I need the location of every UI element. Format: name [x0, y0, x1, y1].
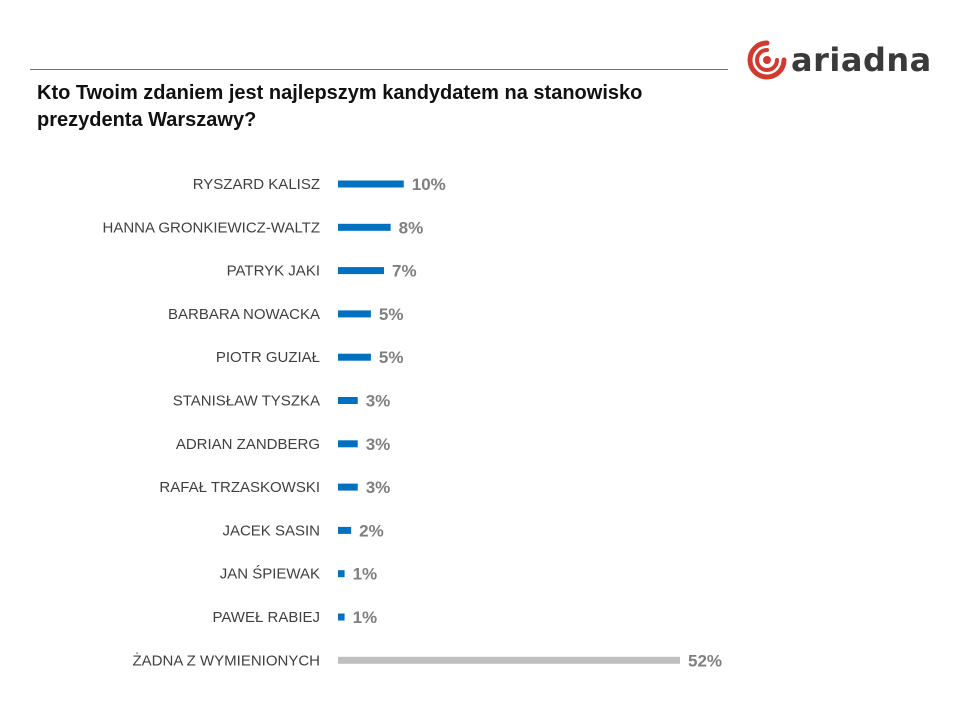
bar	[338, 613, 345, 621]
bar	[338, 483, 358, 491]
value-label: 5%	[379, 348, 404, 367]
bar	[338, 440, 358, 448]
bar	[338, 180, 404, 188]
category-label: RAFAŁ TRZASKOWSKI	[159, 479, 320, 496]
value-label: 10%	[412, 175, 446, 194]
brand-logo: ariadna	[747, 38, 932, 82]
value-label: 7%	[392, 262, 417, 281]
brand-name: ariadna	[791, 41, 932, 79]
bar	[338, 526, 352, 534]
category-label: BARBARA NOWACKA	[168, 306, 320, 323]
category-label: PIOTR GUZIAŁ	[216, 349, 320, 366]
category-label: ŻADNA Z WYMIENIONYCH	[132, 651, 320, 669]
category-label: HANNA GRONKIEWICZ-WALTZ	[103, 219, 321, 236]
value-label: 3%	[366, 435, 391, 454]
category-label: PATRYK JAKI	[227, 263, 320, 280]
value-label: 5%	[379, 305, 404, 324]
chart-title: Kto Twoim zdaniem jest najlepszym kandyd…	[37, 82, 643, 131]
bar	[338, 397, 358, 404]
category-label: STANISŁAW TYSZKA	[173, 393, 320, 410]
value-label: 1%	[353, 608, 378, 627]
category-label: PAWEŁ RABIEJ	[212, 609, 320, 626]
value-label: 3%	[366, 392, 391, 411]
bar	[338, 656, 680, 664]
value-label: 2%	[359, 521, 384, 540]
category-label: JACEK SASIN	[222, 522, 320, 539]
bar	[338, 570, 345, 578]
bar	[338, 353, 371, 361]
value-label: 8%	[399, 218, 424, 237]
category-label: RYSZARD KALISZ	[193, 176, 320, 193]
bar	[338, 310, 371, 318]
value-label: 3%	[366, 478, 391, 497]
bar	[338, 223, 391, 231]
category-label: JAN ŚPIEWAK	[220, 565, 320, 583]
category-label: ADRIAN ZANDBERG	[176, 436, 320, 453]
value-label: 52%	[688, 651, 722, 670]
header-rule	[30, 69, 728, 70]
value-label: 1%	[353, 565, 378, 584]
bar	[338, 267, 385, 275]
ariadna-logo-icon	[747, 40, 787, 80]
